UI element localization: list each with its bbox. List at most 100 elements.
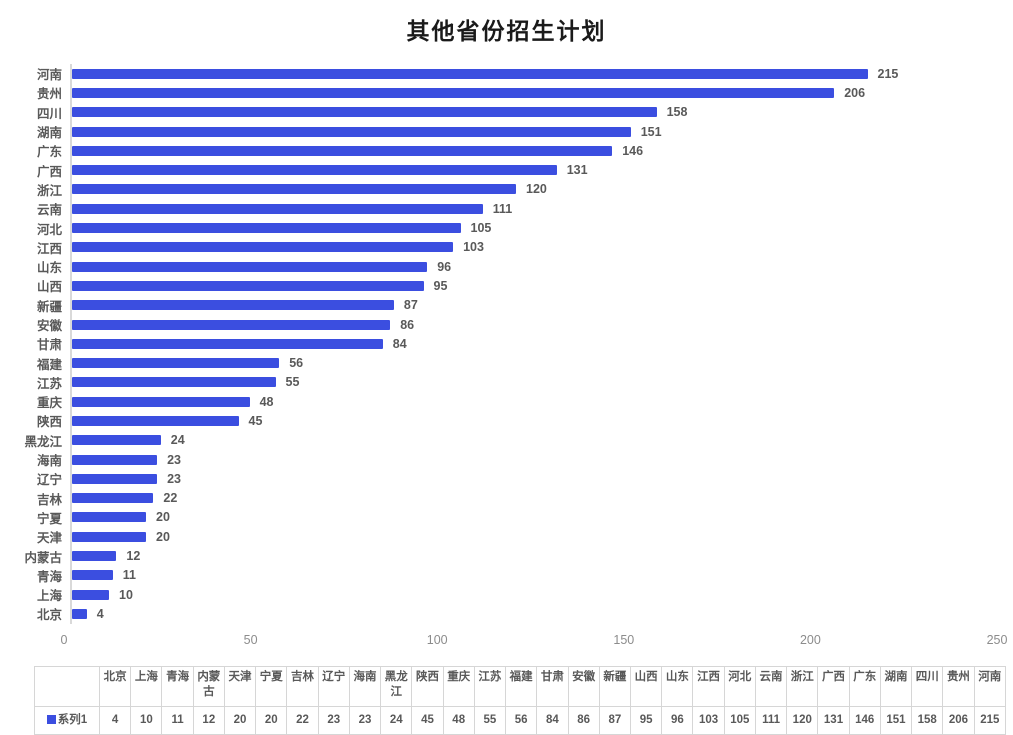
bar — [72, 203, 483, 214]
x-axis-tick: 0 — [60, 632, 68, 647]
bar-row: 黑龙江 24 — [0, 430, 997, 450]
bar — [72, 87, 835, 98]
bar-track: 120 — [70, 179, 997, 200]
table-header-cell: 山西 — [629, 665, 663, 707]
x-axis: 0 50 100 150 200 250 — [0, 624, 1008, 654]
table-value-cell: 24 — [380, 705, 413, 735]
table-header-cell: 陕西 — [411, 665, 444, 707]
category-label: 广西 — [36, 164, 62, 179]
bar-track: 56 — [70, 353, 997, 373]
table-header-cell: 宁夏 — [255, 665, 288, 707]
bar — [72, 377, 276, 388]
bar-row: 四川 158 — [0, 102, 997, 122]
bar — [72, 570, 113, 581]
bar-track: 95 — [70, 276, 997, 296]
bar-track: 86 — [70, 314, 997, 335]
table-header-cell: 安徽 — [567, 665, 600, 707]
bar-track: 23 — [70, 449, 997, 470]
bar-track: 158 — [70, 102, 997, 122]
category-label: 安徽 — [36, 319, 62, 333]
bar-value-label: 131 — [566, 163, 588, 178]
bar-track: 4 — [70, 604, 997, 624]
table-header-cell: 贵州 — [942, 665, 975, 707]
bar-track: 20 — [70, 507, 997, 528]
bar — [72, 223, 461, 234]
bar-row: 甘肃 84 — [0, 334, 997, 354]
bar-track: 206 — [70, 83, 997, 103]
bar-track: 24 — [70, 430, 997, 450]
table-value-cell: 12 — [192, 705, 225, 735]
bar — [72, 107, 657, 118]
bar-track: 84 — [70, 334, 997, 354]
x-axis-tick-track: 0 50 100 150 200 250 — [60, 624, 1008, 654]
bar — [72, 396, 250, 407]
bar — [72, 512, 146, 523]
bar-row: 吉林 22 — [0, 488, 997, 508]
category-label: 重庆 — [36, 396, 62, 411]
bar — [72, 300, 394, 311]
category-label: 福建 — [36, 357, 62, 372]
category-label: 新疆 — [36, 299, 62, 314]
table-header-cell: 甘肃 — [536, 665, 569, 707]
table-header-cell: 天津 — [223, 665, 257, 707]
bar-value-label: 215 — [877, 66, 899, 81]
table-value-cell: 55 — [473, 705, 507, 735]
bar-row: 云南 111 — [0, 199, 997, 219]
bar-row: 辽宁 23 — [0, 469, 997, 489]
table-value-cell: 158 — [911, 705, 944, 735]
bar-row: 天津 20 — [0, 527, 997, 547]
table-value-cell: 10 — [130, 705, 163, 735]
bar-row: 湖南 151 — [0, 121, 997, 142]
table-header-cell: 广东 — [848, 665, 881, 707]
table-header-cell: 河北 — [723, 665, 756, 707]
bar-row: 新疆 87 — [0, 295, 997, 315]
table-header-cell: 海南 — [348, 665, 382, 707]
category-label: 贵州 — [36, 87, 62, 102]
bar-value-label: 103 — [463, 240, 484, 255]
table-value-cell: 84 — [536, 705, 569, 735]
bar — [72, 551, 117, 562]
table-header-cell: 辽宁 — [317, 665, 350, 707]
table-value-cell: 95 — [629, 705, 663, 735]
table-corner-cell — [34, 665, 100, 707]
bar — [72, 68, 868, 79]
table-value-cell: 22 — [286, 705, 319, 735]
category-label: 辽宁 — [36, 473, 62, 488]
bar-value-label: 105 — [470, 221, 492, 236]
bar-row: 贵州 206 — [0, 83, 997, 103]
bar-track: 55 — [70, 372, 997, 393]
bar-row: 浙江 120 — [0, 179, 997, 200]
series-legend-label: 系列1 — [57, 713, 88, 726]
bar — [72, 145, 613, 156]
bar-value-label: 24 — [170, 433, 185, 448]
bar-row: 山西 95 — [0, 276, 997, 296]
bar-value-label: 86 — [400, 317, 415, 332]
bar-track: 105 — [70, 218, 997, 238]
bar-track: 10 — [70, 585, 997, 605]
table-header-cell: 江苏 — [473, 665, 507, 707]
category-label: 山东 — [36, 261, 62, 276]
category-label: 河南 — [36, 68, 62, 83]
bar-value-label: 55 — [285, 375, 300, 390]
table-value-cell: 146 — [848, 705, 881, 735]
bar-value-label: 22 — [163, 491, 178, 506]
bar-row: 河北 105 — [0, 218, 997, 238]
bar-track: 96 — [70, 256, 997, 277]
bar-row: 北京 4 — [0, 604, 997, 624]
category-label: 海南 — [36, 454, 62, 469]
table-header-cell: 四川 — [911, 665, 944, 707]
category-label: 山西 — [36, 280, 62, 295]
table-value-cell: 215 — [973, 705, 1007, 735]
bar-row: 安徽 86 — [0, 314, 997, 335]
bar-track: 12 — [70, 546, 997, 566]
bar-value-label: 23 — [167, 471, 181, 486]
table-header-cell: 江西 — [692, 665, 725, 707]
table-value-row: 系列1 4 10 11 12 20 20 22 23 23 24 45 48 55 56 84 86 87 95 96… — [34, 705, 1007, 735]
bar-track: 103 — [70, 237, 997, 257]
bar — [72, 589, 109, 600]
bar-track: 87 — [70, 295, 997, 315]
category-label: 甘肃 — [36, 338, 62, 353]
bar-row: 陕西 45 — [0, 411, 997, 431]
table-value-cell: 111 — [754, 705, 788, 735]
bar-value-label: 56 — [289, 356, 304, 371]
